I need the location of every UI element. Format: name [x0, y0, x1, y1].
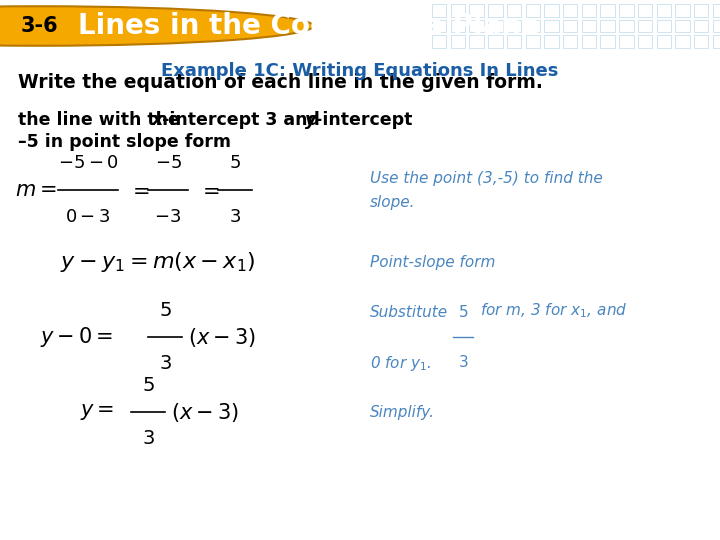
Text: Example 1C: Writing Equations In Lines: Example 1C: Writing Equations In Lines: [161, 62, 559, 80]
Text: $3$: $3$: [142, 429, 154, 448]
Text: $5$: $5$: [229, 154, 241, 172]
Text: 3-6: 3-6: [21, 16, 58, 36]
Text: Write the equation of each line in the given form.: Write the equation of each line in the g…: [18, 72, 543, 91]
Text: Lines in the Coordinate Plane: Lines in the Coordinate Plane: [78, 12, 539, 40]
Text: $5$: $5$: [158, 301, 171, 320]
Text: x: x: [152, 111, 163, 129]
Text: Use the point (3,-5) to find the: Use the point (3,-5) to find the: [370, 171, 603, 186]
Text: $=$: $=$: [128, 180, 150, 200]
Text: Copyright © by Holt Mc Dougal. All Rights Reserved.: Copyright © by Holt Mc Dougal. All Right…: [414, 521, 707, 531]
Text: $y - y_1 = m(x - x_1)$: $y - y_1 = m(x - x_1)$: [60, 250, 256, 274]
Text: $-5-0$: $-5-0$: [58, 154, 118, 172]
Text: $=$: $=$: [198, 180, 220, 200]
Text: $5$: $5$: [458, 304, 468, 320]
Text: Holt McDougal Geometry: Holt McDougal Geometry: [13, 519, 209, 533]
Text: -intercept 3 and: -intercept 3 and: [162, 111, 326, 129]
Text: $(x - 3)$: $(x - 3)$: [188, 326, 256, 348]
Text: $0-3$: $0-3$: [66, 208, 111, 226]
Text: $3$: $3$: [158, 354, 171, 373]
Text: $(x - 3)$: $(x - 3)$: [171, 401, 239, 423]
Text: 0 for $y_1$.: 0 for $y_1$.: [370, 354, 431, 373]
Text: $-5$: $-5$: [155, 154, 181, 172]
Circle shape: [0, 6, 313, 46]
Text: y: y: [305, 111, 316, 129]
Text: -intercept: -intercept: [315, 111, 413, 129]
Text: $5$: $5$: [142, 376, 154, 395]
Text: $y - 0 =$: $y - 0 =$: [40, 325, 113, 349]
Text: Simplify.: Simplify.: [370, 404, 435, 420]
Text: Point-slope form: Point-slope form: [370, 254, 495, 269]
Text: $-3$: $-3$: [155, 208, 181, 226]
Text: $3$: $3$: [458, 354, 468, 370]
Text: the line with the: the line with the: [18, 111, 186, 129]
Text: $3$: $3$: [229, 208, 241, 226]
Text: slope.: slope.: [370, 194, 415, 210]
Text: for m, 3 for $x_1$, and: for m, 3 for $x_1$, and: [480, 301, 627, 320]
Text: $m=$: $m=$: [15, 180, 57, 200]
Text: Substitute: Substitute: [370, 305, 448, 320]
Text: –5 in point slope form: –5 in point slope form: [18, 133, 231, 151]
Text: $y =$: $y =$: [80, 402, 114, 422]
